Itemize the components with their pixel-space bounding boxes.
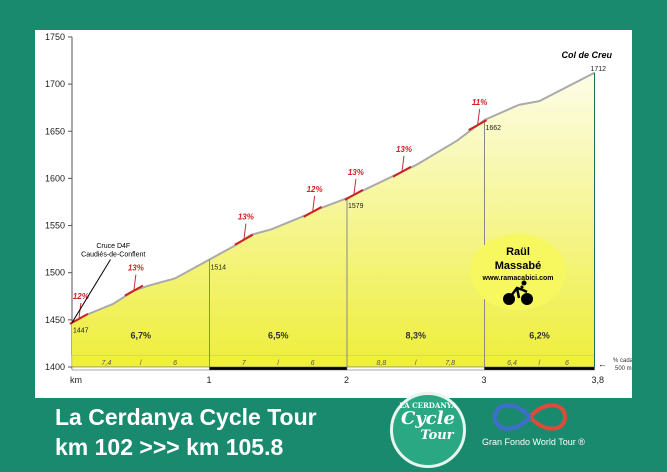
km-bar [71, 366, 210, 371]
y-tick-label: 1700 [45, 79, 65, 89]
slash: / [140, 360, 142, 367]
arrow-left-icon: ← [598, 359, 607, 369]
profile-area [72, 72, 595, 367]
half-km-gradient: 7,8 [445, 360, 455, 367]
start-pointer [71, 259, 111, 323]
logo-sub-text: Tour [420, 428, 454, 443]
ramp-pointer [353, 178, 357, 195]
y-tick-label: 1750 [45, 32, 65, 42]
y-tick-label: 1500 [45, 268, 65, 278]
segment-gradient: 6,2% [529, 331, 550, 341]
author-website: www.ramacabici.com [482, 275, 554, 282]
ramp-label: 12% [307, 185, 323, 194]
segment-gradient: 8,3% [405, 331, 426, 341]
ramp-label: 12% [73, 292, 89, 301]
author-first-name: Raül [506, 246, 530, 258]
ramp-pointer [477, 109, 481, 126]
logo-main-text: Cycle [400, 408, 456, 429]
x-tick-label: km [70, 375, 82, 385]
elevation-label: 1712 [591, 66, 607, 73]
profile-svg: 1400 1450 1500 1550 1600 1650 1700 1750 1447 1514… [45, 32, 632, 385]
half-km-gradient: 7 [242, 360, 247, 367]
x-tick-label: 2 [344, 375, 349, 385]
half-km-gradient: 7,4 [102, 360, 112, 367]
author-last-name: Massabé [495, 260, 541, 272]
cyclist-icon [503, 280, 533, 305]
y-tick-label: 1400 [45, 362, 65, 372]
slash: / [415, 360, 417, 367]
y-tick-label: 1550 [45, 221, 65, 231]
route-title: La Cerdanya Cycle Tour [55, 404, 317, 430]
y-tick-label: 1650 [45, 126, 65, 136]
start-town-label: Caudiés-de-Conflent [81, 252, 145, 259]
ramp-label: 13% [128, 264, 144, 273]
half-km-gradient: 6,4 [507, 360, 517, 367]
elevation-label: 1662 [486, 125, 502, 132]
elevation-label: 1579 [348, 203, 364, 210]
ramp-label: 11% [472, 98, 487, 107]
gran-fondo-world-tour-label: Gran Fondo World Tour ® [482, 437, 585, 447]
ramp-pointer [401, 155, 405, 172]
km-bar [346, 366, 485, 371]
start-junction-label: Cruce D4F [96, 243, 130, 250]
x-tick-label: 1 [207, 375, 212, 385]
gran-fondo-infinity-icon [492, 403, 568, 431]
ramp-pointer [312, 195, 316, 212]
ramp-label: 13% [396, 145, 412, 154]
summit-label: Col de Creu [561, 50, 612, 60]
half-km-gradient: 6 [311, 360, 315, 367]
cycle-tour-logo: LA CERDANYA Cycle Tour [390, 392, 466, 468]
legend-note: % cada [613, 358, 632, 364]
ramp-pointer [78, 302, 82, 319]
km-bar [209, 366, 348, 371]
elevation-label: 1447 [73, 328, 89, 335]
ramp-pointer [133, 274, 137, 291]
x-tick-label: 3 [482, 375, 487, 385]
segment-gradient: 6,7% [130, 331, 151, 341]
elevation-profile-chart: 1400 1450 1500 1550 1600 1650 1700 1750 1447 1514… [35, 30, 632, 398]
half-km-gradient: 6 [173, 360, 177, 367]
segment-gradient: 6,5% [268, 331, 289, 341]
logo-top-text: LA CERDANYA [399, 401, 457, 410]
x-tick-label: 3,8 [592, 375, 605, 385]
credit-badge [470, 234, 566, 310]
y-tick-label: 1600 [45, 173, 65, 183]
slash: / [539, 360, 541, 367]
y-tick-label: 1450 [45, 315, 65, 325]
ramp-pointer [243, 223, 247, 240]
elevation-label: 1514 [211, 264, 227, 271]
route-km-range: km 102 >>> km 105.8 [55, 434, 284, 460]
km-bar [484, 366, 595, 371]
half-km-gradient: 8,8 [377, 360, 387, 367]
half-km-gradient: 6 [565, 360, 569, 367]
ramp-label: 13% [238, 213, 254, 222]
legend-note: 500 m. [615, 366, 632, 372]
ramp-label: 13% [348, 168, 364, 177]
slash: / [277, 360, 279, 367]
